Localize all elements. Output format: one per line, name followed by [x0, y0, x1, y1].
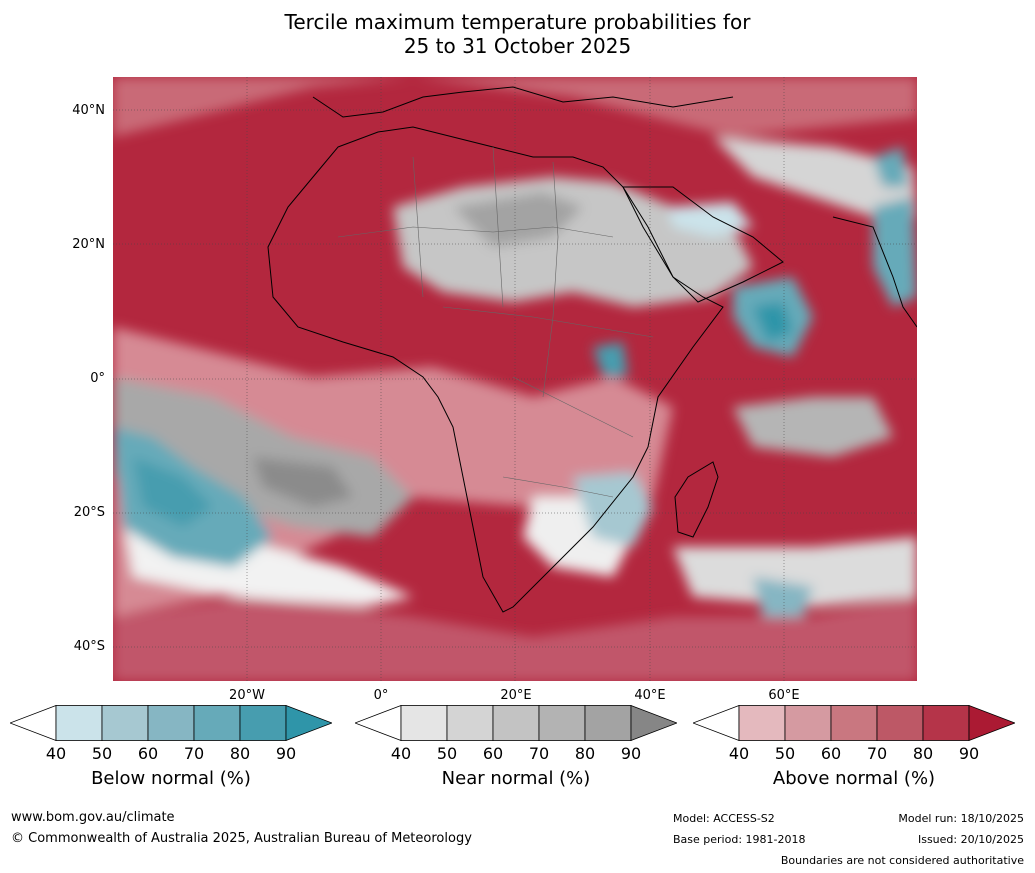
lon-label-20e: 20°E — [500, 688, 532, 703]
colorbar-below-tick: 80 — [229, 744, 251, 763]
colorbar-near-tick: 90 — [620, 744, 642, 763]
chart-title-line2: 25 to 31 October 2025 — [403, 34, 632, 58]
arabia-coastline — [622, 186, 784, 303]
lat-label-40n: 40°N — [72, 103, 105, 118]
lat-label-20n: 20°N — [72, 237, 105, 252]
colorbar-below-tick: 40 — [45, 744, 67, 763]
footer-copyright: © Commonwealth of Australia 2025, Austra… — [11, 831, 472, 846]
colorbar-below-bin-1 — [55, 705, 103, 741]
colorbar-below-tick: 70 — [183, 744, 205, 763]
colorbar-near-normal — [355, 705, 677, 741]
colorbar-above-tick: 80 — [912, 744, 934, 763]
lat-label-0: 0° — [90, 371, 105, 386]
colorbar-near-tick: 40 — [390, 744, 412, 763]
footer-base-period: Base period: 1981-2018 — [673, 833, 806, 846]
chart-title-line1: Tercile maximum temperature probabilitie… — [284, 10, 751, 34]
colorbar-above-bin-2 — [784, 705, 832, 741]
colorbar-near-tick: 80 — [574, 744, 596, 763]
colorbar-above-tick: 50 — [774, 744, 796, 763]
colorbar-above-tick: 60 — [820, 744, 842, 763]
colorbar-above-bin-3 — [830, 705, 878, 741]
colorbar-above-tick: 90 — [958, 744, 980, 763]
africa-coastline — [267, 126, 724, 613]
footer-website: www.bom.gov.au/climate — [11, 810, 175, 825]
footer-disclaimer: Boundaries are not considered authoritat… — [780, 854, 1024, 867]
colorbar-near-low-extension — [355, 705, 402, 741]
footer-model: Model: ACCESS-S2 — [673, 812, 775, 825]
colorbar-below-tick: 90 — [275, 744, 297, 763]
colorbar-title-above: Above normal (%) — [772, 768, 936, 789]
colorbar-near-high-extension — [630, 705, 677, 741]
lon-label-20w: 20°W — [229, 688, 265, 703]
colorbar-near-tick: 50 — [436, 744, 458, 763]
colorbar-below-bin-2 — [101, 705, 149, 741]
colorbar-above-low-extension — [693, 705, 740, 741]
colorbar-above-bin-5 — [922, 705, 970, 741]
colorbar-title-near: Near normal (%) — [441, 768, 591, 789]
india-coastline — [832, 216, 917, 328]
colorbar-below-tick: 60 — [137, 744, 159, 763]
lon-label-60e: 60°E — [768, 688, 800, 703]
colorbar-below-high-extension — [285, 705, 332, 741]
map-canvas — [113, 77, 917, 681]
colorbar-near-tick: 60 — [482, 744, 504, 763]
colorbar-above-tick: 70 — [866, 744, 888, 763]
lon-label-40e: 40°E — [634, 688, 666, 703]
colorbar-below-bin-3 — [147, 705, 195, 741]
colorbar-below-tick: 50 — [91, 744, 113, 763]
madagascar-coastline — [674, 461, 719, 538]
colorbar-below-bin-5 — [239, 705, 287, 741]
country-borders — [337, 146, 654, 498]
graticule — [113, 77, 917, 681]
footer-issued: Issued: 20/10/2025 — [917, 833, 1024, 846]
colorbar-above-high-extension — [968, 705, 1015, 741]
colorbar-near-bin-5 — [584, 705, 632, 741]
colorbar-near-bin-1 — [400, 705, 448, 741]
colorbar-title-below: Below normal (%) — [91, 768, 251, 789]
colorbar-below-low-extension — [10, 705, 57, 741]
colorbar-near-bin-3 — [492, 705, 540, 741]
colorbar-near-bin-2 — [446, 705, 494, 741]
colorbar-above-tick: 40 — [728, 744, 750, 763]
colorbar-below-normal — [10, 705, 332, 741]
forecast-map — [113, 77, 917, 681]
lon-label-0: 0° — [373, 688, 389, 703]
colorbar-below-bin-4 — [193, 705, 241, 741]
colorbar-above-bin-4 — [876, 705, 924, 741]
colorbar-near-tick: 70 — [528, 744, 550, 763]
footer-model-run: Model run: 18/10/2025 — [898, 812, 1024, 825]
europe-coastline — [312, 86, 734, 118]
colorbar-above-bin-1 — [738, 705, 786, 741]
lat-label-40s: 40°S — [73, 639, 105, 654]
lat-label-20s: 20°S — [73, 505, 105, 520]
colorbar-above-normal — [693, 705, 1015, 741]
colorbar-near-bin-4 — [538, 705, 586, 741]
